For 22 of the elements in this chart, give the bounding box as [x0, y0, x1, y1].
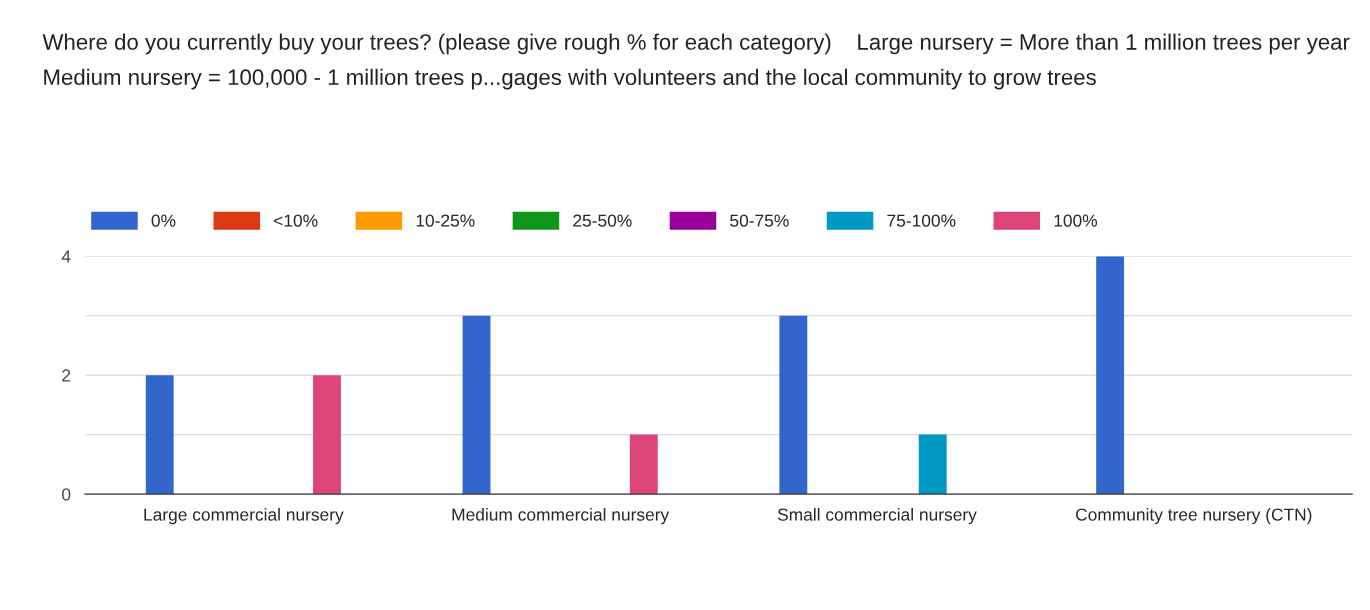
x-tick-label: Small commercial nursery: [777, 507, 977, 525]
x-tick-label: Community tree nursery (CTN): [1076, 507, 1312, 525]
bar: [629, 434, 658, 495]
legend-label: 10-25%: [416, 214, 475, 227]
legend-label: 25-50%: [573, 214, 632, 227]
legend-label: 100%: [1054, 214, 1098, 227]
bar: [145, 375, 174, 495]
legend-label: 50-75%: [730, 214, 789, 227]
chart-title: Where do you currently buy your trees? (please give rough % for each category) Large nursery = More than 1 million trees per year Medium nursery = 100,000 - 1 million trees p...gages with volunteers and the local community to grow trees: [42, 33, 1350, 90]
x-tick-label: Medium commercial nursery: [452, 507, 670, 525]
y-tick-label: 0: [62, 488, 71, 501]
bar: [1096, 256, 1125, 495]
bar: [462, 315, 491, 495]
bar: [779, 315, 808, 495]
y-tick-label: 2: [62, 369, 71, 382]
legend-label: 75-100%: [887, 214, 956, 227]
x-tick-label: Large commercial nursery: [144, 507, 344, 525]
legend-label: 0%: [151, 214, 176, 227]
y-tick-label: 4: [61, 250, 71, 263]
bar: [918, 434, 947, 495]
legend-label: <10%: [274, 214, 318, 227]
bar: [313, 375, 341, 495]
